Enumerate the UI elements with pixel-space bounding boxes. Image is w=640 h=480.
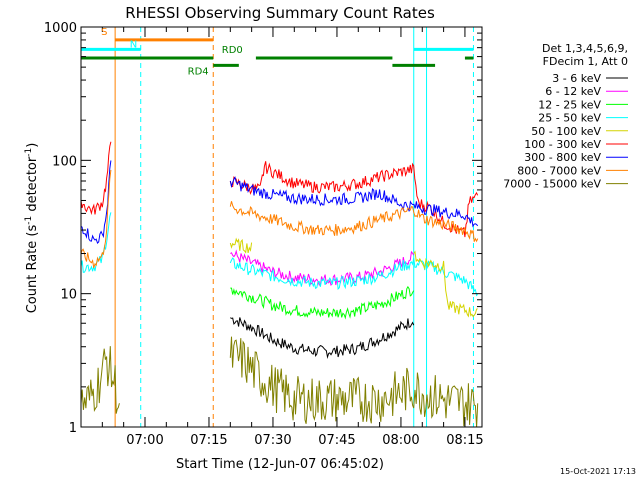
legend-label: 3 - 6 keV [552,72,601,85]
y-tick-label: 1000 [44,21,77,36]
series-line-7 [81,169,479,269]
legend-label: 25 - 50 keV [538,112,601,125]
series-line-2 [230,285,415,320]
x-tick-label: 07:00 [126,433,163,448]
series-line-6 [81,160,479,245]
state-label-n: N [130,39,137,50]
x-tick-label: 08:00 [382,433,419,448]
state-label-rd4: RD4 [188,66,209,77]
legend-label: 7000 - 15000 keV [503,178,601,191]
legend-label: 100 - 300 keV [524,138,601,151]
series-line-0 [230,317,415,359]
x-tick-label: 07:45 [318,433,355,448]
y-axis: 1 10 100 1000 [44,21,482,436]
y-tick-label: 1 [69,421,77,436]
y-tick-label: 10 [60,288,77,303]
footer-timestamp: 15-Oct-2021 17:13 [560,467,636,476]
chart-title: RHESSI Observing Summary Count Rates [125,4,435,22]
x-tick-label: 08:15 [446,433,483,448]
series-line-4 [229,237,478,318]
plot-area [81,27,479,427]
y-axis-label: Count Rate (s-1 detector-1) [24,143,40,314]
series-line-5 [81,141,479,238]
legend-label: 800 - 7000 keV [517,164,601,177]
legend-header-line: Det 1,3,4,5,6,9, [542,42,628,55]
legend-label: 50 - 100 keV [531,125,601,138]
state-label-s: S [101,27,107,38]
x-tick-label: 07:15 [190,433,227,448]
y-tick-label: 100 [52,154,77,169]
plot-frame [80,26,483,428]
legend: Det 1,3,4,5,6,9,FDecim 1, Att 0 3 - 6 keV… [503,42,628,191]
legend-label: 12 - 25 keV [538,98,601,111]
series-line-8 [81,336,479,427]
x-tick-label: 07:30 [254,433,291,448]
x-axis-label: Start Time (12-Jun-07 06:45:02) [176,457,384,472]
legend-label: 300 - 800 keV [524,151,601,164]
legend-label: 6 - 12 keV [545,85,601,98]
legend-header-line: FDecim 1, Att 0 [543,55,628,68]
state-label-rd0: RD0 [222,45,243,56]
x-axis: 07:00 07:15 07:30 07:45 08:00 08:15 [101,27,484,448]
series-line-1 [230,249,415,286]
